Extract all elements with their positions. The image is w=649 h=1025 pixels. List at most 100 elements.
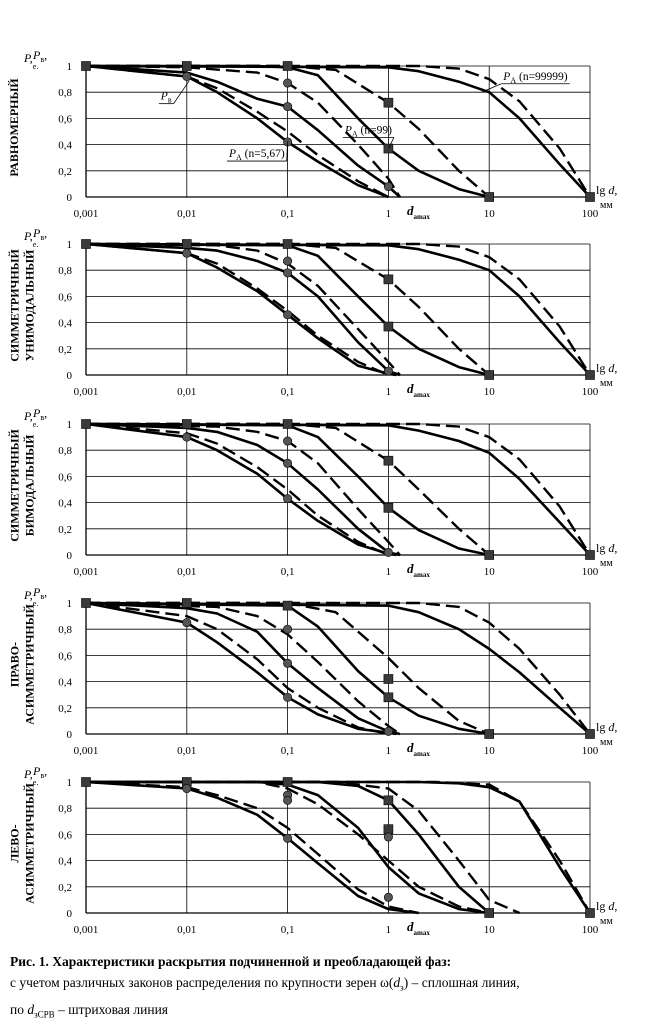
caption-line-2: с учетом различных законов распределения… [10,972,640,999]
x-tick-label: 0,01 [177,566,196,578]
y-label-comma: , [44,226,47,240]
y-label-sub: в [40,771,44,780]
y-tick-label: 1 [67,61,73,73]
annotation-label: PА (n=99) [344,124,392,138]
y-axis-label-extra: Pв, [32,406,47,422]
annotation-var: P [228,148,236,160]
annotation-var: P [160,91,168,103]
annotation-sub: А [236,153,242,162]
y-label-var: P, [23,588,33,602]
y-tick-label: 0,6 [58,113,72,125]
circle-marker [283,268,293,278]
annotation-label: PА (n=99999) [502,71,568,85]
square-marker [383,503,394,513]
annotation-tail: (n=5,67) [242,148,285,160]
x-tick-label: 1 [386,745,392,757]
y-tick-label: 0 [67,550,73,562]
series-line-7 [86,780,520,915]
square-marker [383,97,394,108]
x-tick-label: 0,1 [281,924,295,936]
x-label-lg: lg [596,899,608,913]
x-tick-label: 1 [386,386,392,398]
circle-marker [383,892,393,902]
x-tick-label: 0,1 [281,566,295,578]
y-label-sub: е. [33,420,39,429]
y-axis-label-extra: Pв, [32,585,47,601]
square-marker [282,600,293,611]
y-label-sub: е. [33,778,39,787]
y-tick-label: 0,4 [58,318,72,330]
y-axis-label-extra: Pв, [32,764,47,780]
caption-omega: ω( [380,975,394,990]
marker-label-var: d [407,381,414,396]
caption-title: Рис. 1. Характеристики раскрытия подчине… [10,954,452,969]
marker-label-sub: amax [414,929,431,937]
series-line-8 [86,242,592,376]
x-tick-label: 100 [582,924,599,936]
caption-var: d [393,975,401,990]
circle-marker [283,436,293,446]
square-marker [383,824,394,834]
square-marker [81,239,91,249]
y-label-sub: е. [33,62,39,71]
circle-marker [283,78,293,88]
x-tick-label: 0,001 [74,745,99,757]
y-label-sub: в [40,592,44,601]
circle-marker [383,832,393,842]
circle-marker [383,726,393,736]
side-label: АСИММЕТРИЧНЫЙ [23,783,37,904]
y-tick-label: 0,2 [58,166,72,178]
circle-marker [283,458,293,468]
series-line-6 [86,780,490,915]
y-tick-label: 0,6 [58,471,72,483]
y-label-comma: , [44,406,47,420]
square-marker [383,795,394,806]
square-marker [484,908,495,918]
x-axis-unit: мм [600,200,613,211]
annotation-label: PА (n=5,67) [228,148,285,162]
annotation-leader [286,141,288,162]
y-tick-label: 0,2 [58,344,72,356]
x-axis-unit: мм [600,558,613,569]
x-tick-label: 0,01 [177,745,196,757]
chart-panel-3: 00,20,40,60,810,001 0,01 0,1 1 10 100P,е.Pв,l… [8,406,618,579]
x-label-var: d [608,361,615,375]
series-line-5 [85,242,389,377]
square-marker [282,61,293,71]
circle-marker [383,366,393,376]
x-axis-unit: мм [600,916,613,927]
y-tick-label: 1 [67,777,73,789]
series-line-6 [85,601,401,735]
circle-marker [283,833,293,843]
circle-marker [283,102,293,112]
chart-panel-5: 00,20,40,60,810,001 0,01 0,1 1 10 100P,е.Pв,l… [8,764,618,937]
square-marker [81,777,91,787]
circle-marker [383,547,393,557]
x-tick-label: 0,1 [281,208,295,220]
y-label-var: P [32,585,41,599]
series-line-4 [85,601,591,735]
side-label: УНИМОДАЛЬНЫЙ [23,249,37,361]
y-tick-label: 0,4 [58,856,72,868]
circle-marker [182,248,192,258]
y-tick-label: 0,6 [58,291,72,303]
amax-label: damax [407,381,430,399]
y-label-var: P, [23,409,33,423]
marker-label-var: d [407,740,414,755]
x-tick-label: 10 [484,566,496,578]
series-line-4 [86,780,592,914]
annotation-leader [173,80,190,104]
circle-marker [182,784,192,794]
y-label-sub: в [40,55,44,64]
x-label-lg: lg [596,361,608,375]
x-axis-label: lg d, [596,183,617,197]
marker-label-sub: amax [414,750,431,758]
y-axis-label-extra: Pв, [32,48,47,64]
x-tick-label: 0,1 [281,386,295,398]
x-tick-label: 100 [582,386,599,398]
series-line-8 [86,64,592,198]
square-marker [383,455,394,466]
series-line-3 [85,242,490,377]
side-label: БИМОДАЛЬНЫЙ [23,434,37,536]
square-marker [182,598,192,608]
